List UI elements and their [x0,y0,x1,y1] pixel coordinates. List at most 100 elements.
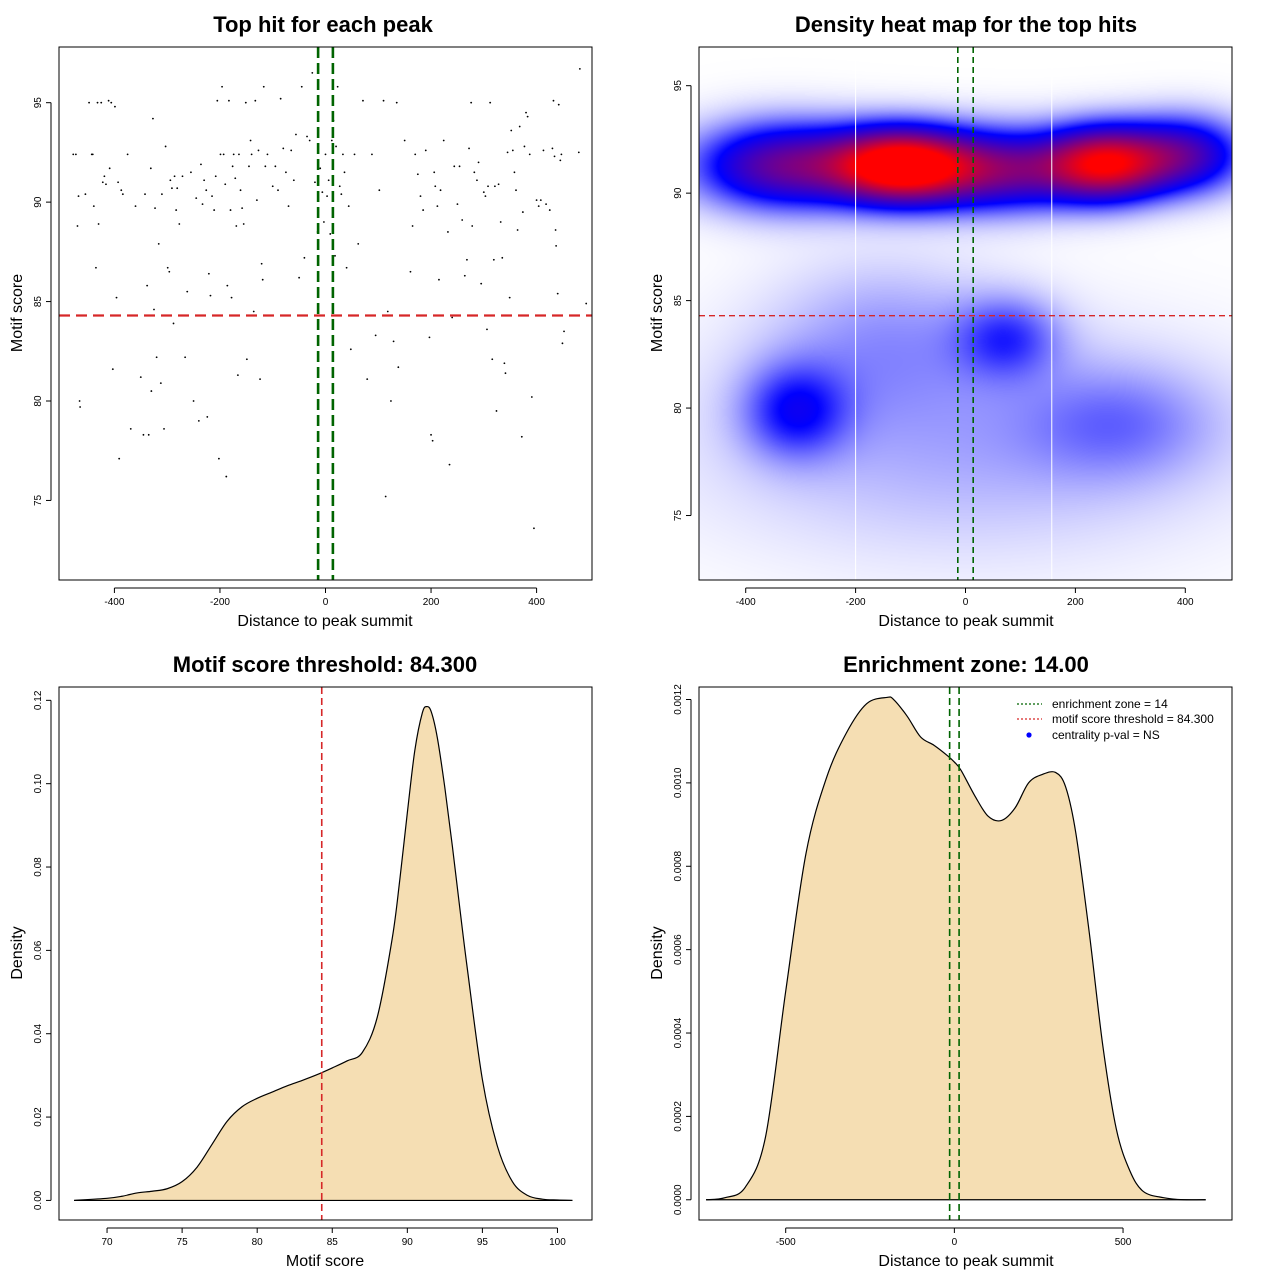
scatter-point [142,433,145,436]
scatter-point [79,406,82,408]
scatter-point [298,276,301,279]
scatter-point [255,199,258,202]
scatter-point [461,219,464,221]
scatter-point [76,225,79,227]
scatter-point [234,177,237,180]
scatter-point [259,378,261,381]
scatter-point [117,181,120,184]
scatter-point [168,270,171,273]
scatter-point [221,85,223,88]
scatter-point [105,183,107,186]
scatter-point [321,191,324,194]
distance-density-x-tick-label: 500 [1115,1237,1132,1248]
scatter-point [101,181,104,184]
score-density-y-tick-label: 0.04 [33,1024,44,1044]
scatter-point [516,229,519,231]
scatter-point [244,101,247,104]
heatmap-y-tick-label: 85 [673,295,684,307]
scatter-point [486,328,488,331]
scatter-point [525,111,527,114]
scatter-y-tick-label: 95 [33,97,44,109]
scatter-point [206,416,209,418]
scatter-point [200,163,202,166]
scatter-point [144,193,146,196]
score-density-y-axis-label: Density [9,926,26,979]
scatter-point [366,378,369,381]
scatter-point [184,356,187,359]
scatter-point [241,207,244,209]
scatter-point [303,256,306,259]
scatter-point [192,400,195,402]
scatter-point [497,183,500,186]
scatter-point [118,457,121,460]
scatter-point [242,223,245,225]
scatter-point [277,189,279,192]
scatter-point [238,153,240,156]
scatter-point [557,103,560,106]
heatmap-y-tick-label: 80 [673,402,684,414]
scatter-point [470,101,473,104]
scatter-point [535,199,538,202]
scatter-point [484,195,487,198]
heatmap-x-axis-label: Distance to peak summit [878,613,1054,630]
score-density-x-tick-label: 85 [327,1237,339,1248]
scatter-point [390,400,392,402]
legend: enrichment zone = 14 motif score thresho… [1017,697,1214,742]
scatter-point [349,348,352,351]
scatter-point [201,203,204,206]
scatter-point [451,316,454,319]
score-density-y-tick-label: 0.12 [33,690,44,710]
scatter-point [476,179,478,182]
scatter-point [473,171,476,174]
panel-distance-density: Enrichment zone: 14.00 -500 0 500 0.0000 0.0… [649,652,1233,1270]
scatter-point [121,193,124,196]
heatmap-y-tick-label: 75 [673,510,684,522]
distance-density-x-tick-label: 0 [952,1237,958,1248]
scatter-point [510,129,513,132]
scatter-point [252,310,255,313]
scatter-point [271,185,274,188]
scatter-point [260,262,263,265]
scatter-point [438,278,440,281]
scatter-point [537,205,540,208]
scatter-point [327,179,330,182]
scatter-point [257,149,260,152]
scatter-point [228,99,230,102]
score-density-density-fill [74,706,573,1201]
scatter-point [91,153,94,156]
scatter-point [518,125,521,128]
scatter-point [416,173,419,176]
scatter-y-tick-label: 80 [33,395,44,407]
scatter-point [528,153,531,156]
scatter-point [338,185,341,188]
scatter-point [395,101,398,104]
scatter-point [245,358,248,361]
scatter-point [181,175,184,178]
scatter-point [306,135,308,138]
distance-density-x-tick-label: -500 [776,1237,796,1248]
scatter-point [146,284,149,287]
scatter-point [97,223,100,225]
scatter-point [342,153,344,156]
scatter-point [434,185,437,188]
score-density-x-tick-label: 70 [101,1237,113,1248]
score-density-x-tick-label: 90 [402,1237,414,1248]
scatter-point [114,105,116,108]
distance-density-x-axis-label: Distance to peak summit [878,1253,1054,1270]
scatter-point [226,284,229,287]
scatter-point [422,209,425,211]
scatter-point [218,457,220,460]
scatter-point [471,225,474,227]
distance-density-y-tick-label: 0.0008 [673,851,684,882]
scatter-point [353,153,356,156]
heatmap-y-axis-label: Motif score [649,274,666,352]
scatter-point [347,205,350,208]
scatter-title: Top hit for each peak [213,12,433,37]
scatter-point [362,99,364,102]
score-density-x-tick-label: 80 [252,1237,264,1248]
scatter-point [468,147,470,150]
scatter-point [176,187,179,190]
legend-label-enrichment-zone: enrichment zone = 14 [1052,697,1168,711]
scatter-point [211,195,213,198]
scatter-point [493,185,496,188]
